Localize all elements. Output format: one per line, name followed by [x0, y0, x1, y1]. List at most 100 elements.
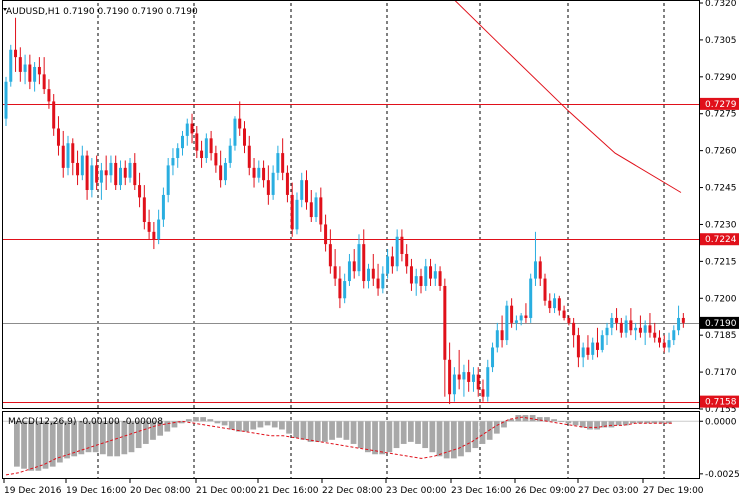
candle-body: [18, 57, 22, 72]
macd-histogram-bar: [178, 421, 185, 424]
macd-histogram-bar: [501, 421, 507, 428]
macd-histogram-bar: [243, 421, 249, 432]
time-tick-label: 23 Dec 16:00: [451, 486, 512, 496]
macd-histogram-bar: [357, 421, 364, 449]
candle-body: [333, 266, 337, 279]
macd-histogram-bar: [422, 421, 429, 449]
candle-body: [648, 325, 652, 333]
candle-body: [262, 167, 266, 181]
candle-body: [681, 317, 685, 323]
time-tick-label: 19 Dec 2016: [4, 486, 62, 496]
candle-body: [486, 367, 490, 397]
macd-histogram-bar: [71, 421, 78, 457]
macd-histogram-bar: [436, 421, 443, 457]
macd-histogram-bar: [329, 421, 335, 440]
candle-body: [376, 278, 380, 289]
candle-body: [319, 197, 323, 225]
candle-body: [80, 155, 84, 176]
macd-histogram-bar: [493, 421, 500, 434]
candle-body: [343, 281, 347, 299]
candle-body: [190, 123, 194, 134]
candle-body: [362, 244, 366, 282]
candle-body: [161, 194, 165, 220]
macd-tick-label: 0.0000: [705, 417, 737, 427]
candle-body: [638, 327, 642, 333]
macd-histogram-bar: [322, 421, 328, 442]
macd-histogram-bar: [300, 421, 307, 440]
time-tick-label: 19 Dec 16:00: [66, 486, 127, 496]
candle-body: [285, 172, 289, 195]
candle-body: [395, 236, 399, 267]
time-tick-label: 22 Dec 08:00: [322, 486, 383, 496]
candle-body: [324, 224, 328, 245]
macd-histogram-bar: [142, 421, 149, 444]
candle-body: [243, 128, 246, 146]
candle-body: [209, 138, 213, 154]
macd-histogram-bar: [207, 419, 214, 422]
level-price-tag-label: 0.7279: [705, 100, 737, 110]
macd-histogram-bar: [658, 421, 665, 424]
candle-body: [448, 359, 452, 395]
macd-histogram-bar: [150, 421, 156, 440]
candle-body: [23, 64, 27, 72]
macd-histogram-bar: [271, 421, 278, 428]
price-tick-label: 0.7185: [705, 331, 737, 341]
candle-body: [9, 49, 13, 82]
price-tick-label: 0.7215: [705, 257, 737, 267]
candle-body: [166, 165, 170, 195]
candle-body: [615, 317, 619, 323]
macd-histogram-bar: [579, 421, 586, 428]
candle-body: [271, 172, 275, 195]
candle-body: [71, 143, 75, 163]
candle-body: [357, 244, 361, 272]
price-tick-label: 0.7230: [705, 220, 737, 230]
macd-histogram-bar: [35, 421, 42, 471]
candle-body: [47, 89, 51, 102]
price-tick-label: 0.7320: [705, 0, 737, 9]
time-tick-label: 21 Dec 00:00: [196, 486, 257, 496]
candle-body: [28, 64, 32, 82]
macd-histogram-bar: [479, 421, 486, 444]
candle-body: [505, 305, 509, 341]
macd-histogram-bar: [386, 421, 393, 453]
candle-body: [476, 374, 480, 390]
symbol-header: AUDUSD,H1 0.7190 0.7190 0.7190 0.7190: [6, 7, 198, 17]
macd-histogram-bar: [630, 421, 636, 424]
candle-body: [600, 335, 604, 350]
candle-body: [338, 278, 342, 299]
price-tick-label: 0.7245: [705, 184, 737, 194]
macd-histogram-bar: [350, 421, 357, 444]
candle-body: [381, 273, 385, 289]
macd-histogram-bar: [250, 421, 257, 430]
current-price-tag-label: 0.7190: [705, 319, 737, 329]
macd-histogram-bar: [651, 421, 658, 424]
price-tick-label: 0.7155: [705, 405, 737, 415]
candle-body: [500, 330, 504, 341]
macd-histogram-bar: [415, 421, 421, 444]
candle-body: [510, 305, 514, 323]
level-price-tag-label: 0.7224: [705, 235, 737, 245]
candle-body: [438, 271, 442, 286]
macd-histogram-bar: [99, 421, 106, 455]
candle-body: [180, 135, 184, 149]
candle-body: [471, 374, 475, 382]
candle-body: [462, 372, 466, 380]
candle-body: [581, 347, 585, 358]
macd-histogram-bar: [601, 421, 608, 428]
candle-body: [347, 261, 351, 282]
candle-body: [37, 66, 41, 75]
macd-histogram-bar: [393, 421, 400, 449]
collapse-triangle-icon[interactable]: [3, 8, 7, 11]
candle-body: [548, 300, 552, 309]
candle-body: [610, 317, 614, 328]
macd-histogram-bar: [407, 421, 414, 442]
candle-body: [56, 128, 60, 146]
macd-histogram-bar: [529, 415, 536, 422]
macd-histogram-bar: [314, 421, 321, 442]
candle-body: [567, 317, 571, 323]
candle-body: [118, 167, 122, 186]
candle-body: [533, 261, 537, 279]
candle-body: [433, 271, 437, 279]
candle-body: [233, 118, 237, 146]
